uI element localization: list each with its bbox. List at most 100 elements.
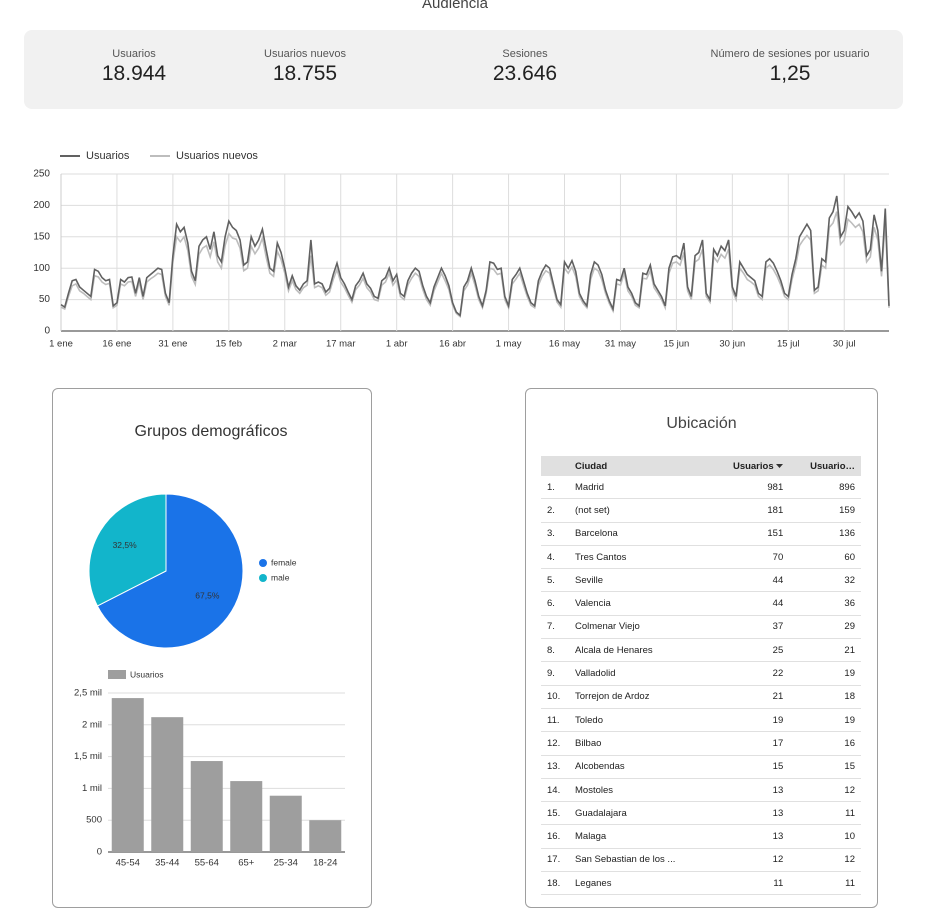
table-row: 6. Valencia 44 36 (541, 591, 861, 616)
table-cell: 6. (541, 591, 569, 616)
table-header: Ciudad Usuarios Usuario… (541, 456, 861, 476)
x-tick-label: 30 jul (833, 339, 856, 350)
table-cell: 29 (789, 615, 861, 640)
x-tick-label: 17 mar (326, 339, 356, 350)
table-cell: 19 (789, 661, 861, 686)
table-row: 13. Alcobendas 15 15 (541, 755, 861, 779)
x-tick-label: 31 ene (158, 339, 187, 350)
table-cell: 7. (541, 615, 569, 640)
y-tick-label: 0 (44, 326, 50, 337)
table-cell: 19 (710, 708, 790, 733)
table-cell: 8. (541, 638, 569, 663)
table-cell: 11 (789, 871, 861, 896)
table-row: 3. Barcelona 151 136 (541, 522, 861, 546)
table-cell: San Sebastian de los ... (569, 848, 711, 873)
table-cell: 19 (789, 708, 861, 733)
table-row: 14. Mostoles 13 12 (541, 778, 861, 803)
legend-label: Usuarios nuevos (176, 150, 258, 162)
series-line (60, 195, 890, 317)
header-cell[interactable]: Usuarios (710, 456, 790, 476)
table-cell: 17 (710, 731, 790, 756)
table-cell: 159 (789, 498, 861, 523)
table-row: 11. Toledo 19 19 (541, 708, 861, 733)
table-row: 7. Colmenar Viejo 37 29 (541, 615, 861, 640)
table-cell: Guadalajara (569, 801, 711, 826)
table-cell: 181 (710, 498, 790, 523)
table-cell: 18 (789, 685, 861, 709)
x-tick-label: 16 ene (102, 339, 131, 350)
header-cell[interactable]: Usuario… (789, 456, 861, 476)
table-cell: Madrid (569, 476, 711, 500)
table-cell: 11. (541, 708, 569, 733)
kpi: Usuarios 18.944 (24, 48, 244, 86)
table-cell: 12 (789, 778, 861, 803)
table-cell: Toledo (569, 708, 711, 733)
x-tick-label: 15 jun (663, 339, 689, 350)
kpi-value: 18.944 (101, 62, 167, 85)
table-cell: 16 (789, 731, 861, 756)
table-cell: Colmenar Viejo (569, 615, 711, 640)
table-cell: 36 (789, 591, 861, 616)
y-tick-label: 150 (33, 231, 50, 242)
table-row: 18. Leganes 11 11 (541, 871, 861, 896)
table-cell: 2. (541, 498, 569, 523)
table-row: 10. Torrejon de Ardoz 21 18 (541, 685, 861, 709)
table-cell: Torrejon de Ardoz (569, 685, 711, 709)
table-row: 8. Alcala de Henares 25 21 (541, 638, 861, 663)
x-tick-label: 1 ene (49, 339, 73, 350)
table-cell: 5. (541, 568, 569, 593)
table-cell: 18. (541, 871, 569, 896)
kpi: Usuarios nuevos 18.755 (195, 48, 415, 86)
table-cell: 17. (541, 848, 569, 873)
table-cell: 25 (710, 638, 790, 663)
table-cell: 60 (789, 545, 861, 570)
table-cell: 21 (789, 638, 861, 663)
table-cell: 44 (710, 568, 790, 593)
table-row: 15. Guadalajara 13 11 (541, 801, 861, 826)
table-cell: Valladolid (569, 661, 711, 686)
sort-icon (776, 463, 784, 468)
table-cell: 13. (541, 755, 569, 779)
kpi-value: 1,25 (769, 62, 811, 85)
table-row: 12. Bilbao 17 16 (541, 731, 861, 756)
table-cell: 12. (541, 731, 569, 756)
table-cell: 15. (541, 801, 569, 826)
table-cell: 10 (789, 824, 861, 849)
table-cell: Alcobendas (569, 755, 711, 779)
legend-label: Usuarios (86, 150, 130, 162)
table-row: 5. Seville 44 32 (541, 568, 861, 593)
table-cell: Barcelona (569, 522, 711, 546)
table-cell: Bilbao (569, 731, 711, 756)
x-tick-label: 16 abr (439, 339, 466, 350)
table-cell: 3. (541, 522, 569, 546)
table-cell: Mostoles (569, 778, 711, 803)
kpi-value: 23.646 (492, 62, 558, 85)
table-row: 9. Valladolid 22 19 (541, 661, 861, 686)
table-cell: 15 (789, 755, 861, 779)
table-row: 17. San Sebastian de los ... 12 12 (541, 848, 861, 873)
table-cell: 14. (541, 778, 569, 803)
table-cell: 1. (541, 476, 569, 500)
y-tick-label: 200 (33, 200, 50, 211)
table-cell: 12 (789, 848, 861, 873)
table-cell: Tres Cantos (569, 545, 711, 570)
table-cell: 136 (789, 522, 861, 546)
table-cell: 4. (541, 545, 569, 570)
card-title: Ubicación (666, 415, 737, 432)
table-cell: Leganes (569, 871, 711, 896)
x-tick-label: 30 jun (719, 339, 745, 350)
table-cell: 15 (710, 755, 790, 779)
table-cell: 21 (710, 685, 790, 709)
table-cell: Alcala de Henares (569, 638, 711, 663)
demographics-card (52, 388, 372, 908)
table-cell: Valencia (569, 591, 711, 616)
y-tick-label: 50 (39, 294, 51, 305)
table-cell: 10. (541, 685, 569, 709)
kpi-value: 18.755 (272, 62, 338, 85)
x-tick-label: 1 may (496, 339, 522, 350)
x-tick-label: 1 abr (386, 339, 408, 350)
table-row: 2. (not set) 181 159 (541, 498, 861, 523)
table-row: 16. Malaga 13 10 (541, 824, 861, 849)
table-cell: Malaga (569, 824, 711, 849)
